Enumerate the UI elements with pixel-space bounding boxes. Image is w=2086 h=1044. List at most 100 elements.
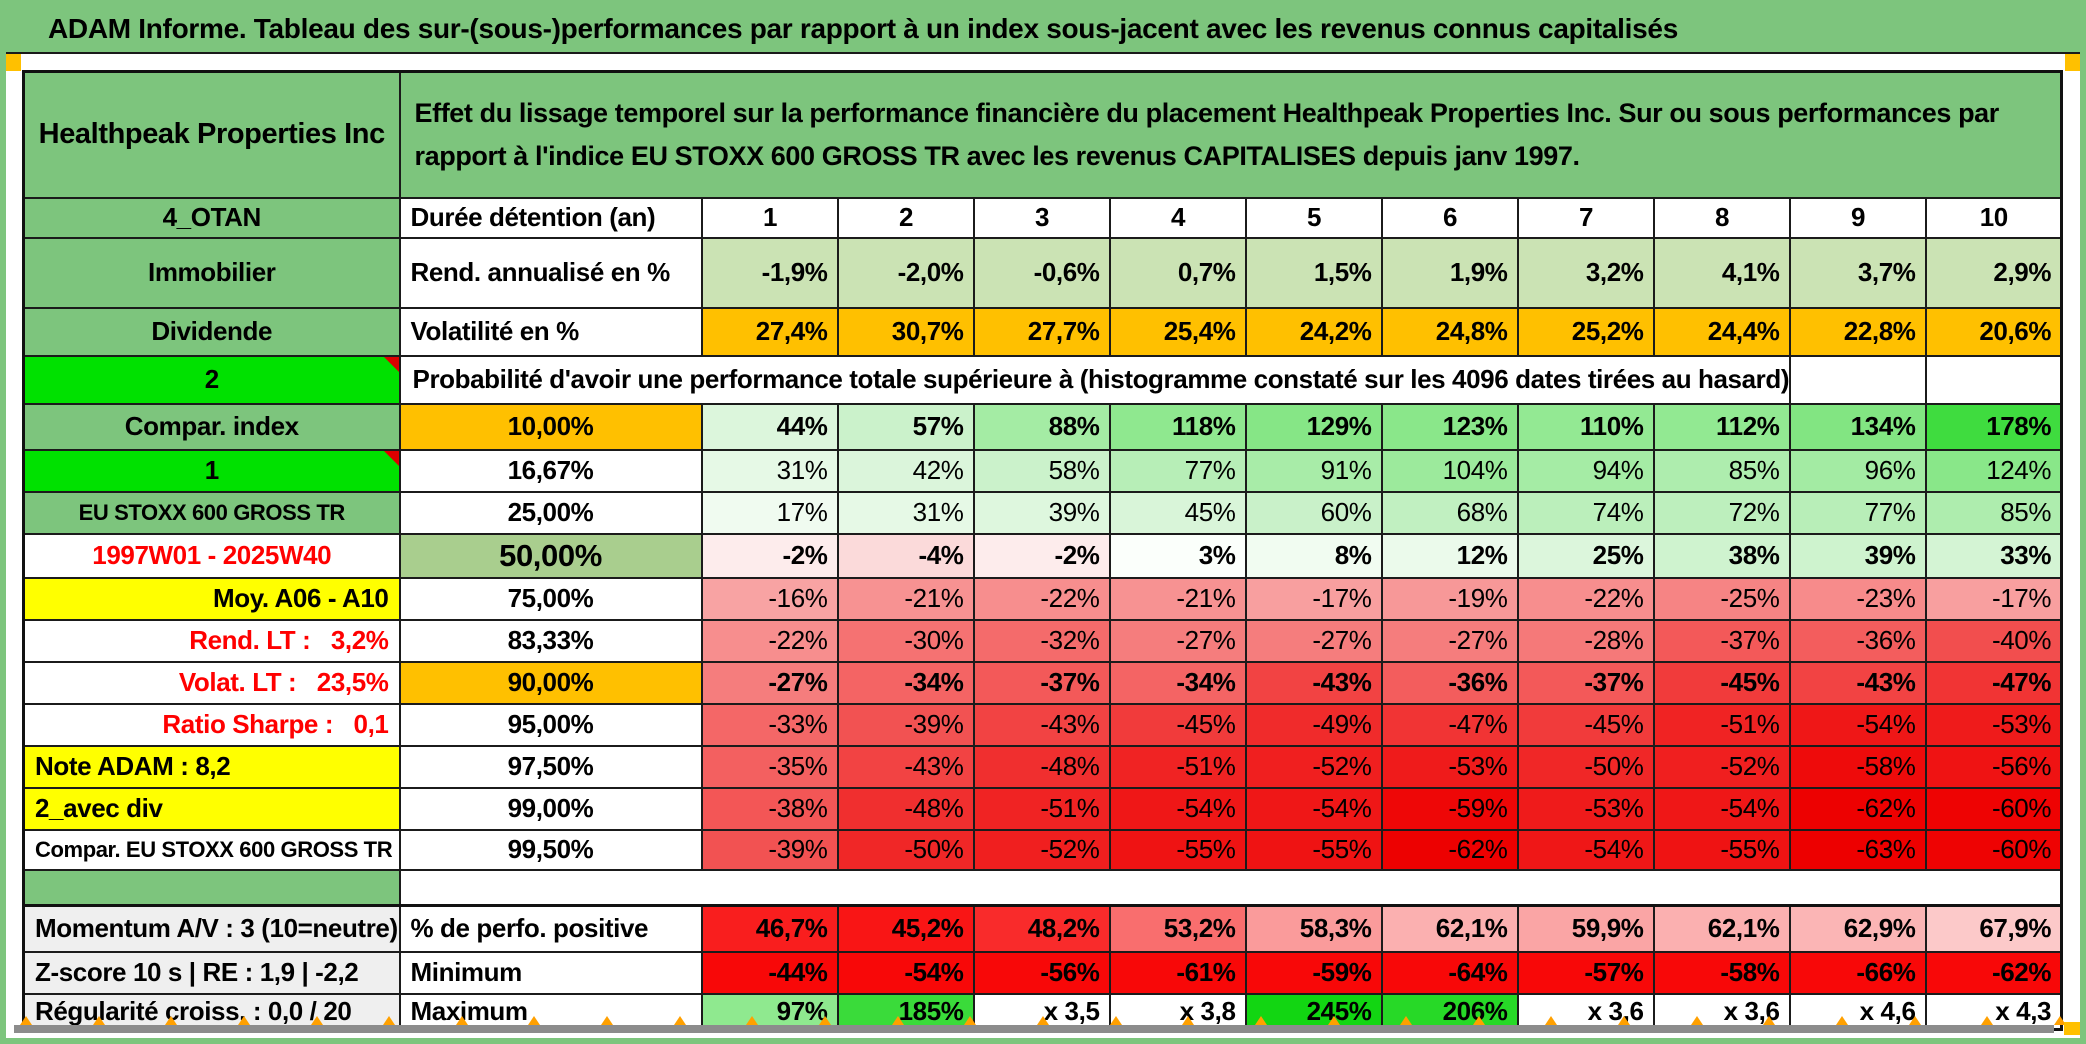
- cell-p975-y5[interactable]: -52%: [1244, 744, 1383, 789]
- cell-annualized-return-y3[interactable]: -0,6%: [972, 236, 1111, 309]
- cell-p8333-y7[interactable]: -28%: [1516, 618, 1655, 663]
- cell-durations-y7[interactable]: 7: [1516, 196, 1655, 239]
- cell-minimum-y3[interactable]: -56%: [972, 950, 1111, 995]
- cell-durations-y8[interactable]: 8: [1652, 196, 1791, 239]
- cell-volatility-y10[interactable]: 20,6%: [1924, 306, 2063, 357]
- cell-annualized-return-y2[interactable]: -2,0%: [836, 236, 975, 309]
- probability-caption-cell[interactable]: Probabilité d'avoir une performance tota…: [398, 354, 1791, 405]
- cell-p10-y6[interactable]: 123%: [1380, 402, 1519, 451]
- cell-p90-y3[interactable]: -37%: [972, 660, 1111, 705]
- cell-durations-y4[interactable]: 4: [1108, 196, 1247, 239]
- cell-p90-y8[interactable]: -45%: [1652, 660, 1791, 705]
- cell-annualized-return-y9[interactable]: 3,7%: [1788, 236, 1927, 309]
- cell-p1667-y9[interactable]: 96%: [1788, 448, 1927, 493]
- cell-annualized-return-y7[interactable]: 3,2%: [1516, 236, 1655, 309]
- company-name-cell[interactable]: Healthpeak Properties Inc: [22, 70, 401, 199]
- cell-p99-y2[interactable]: -48%: [836, 786, 975, 831]
- cell-annualized-return-y6[interactable]: 1,9%: [1380, 236, 1519, 309]
- cell-p1667-y5[interactable]: 91%: [1244, 448, 1383, 493]
- cell-p90-y4[interactable]: -34%: [1108, 660, 1247, 705]
- cell-p99-y9[interactable]: -62%: [1788, 786, 1927, 831]
- cell-minimum-y5[interactable]: -59%: [1244, 950, 1383, 995]
- row-sub-annualized-return[interactable]: Rend. annualisé en %: [398, 236, 703, 309]
- cell-p975-y6[interactable]: -53%: [1380, 744, 1519, 789]
- cell-p95-y8[interactable]: -51%: [1652, 702, 1791, 747]
- cell-p95-y5[interactable]: -49%: [1244, 702, 1383, 747]
- row-label-positive-perf[interactable]: Momentum A/V : 3 (10=neutre): [22, 904, 401, 953]
- cell-p995-y10[interactable]: -60%: [1924, 828, 2063, 871]
- cell-volatility-y7[interactable]: 25,2%: [1516, 306, 1655, 357]
- cell-p50-y4[interactable]: 3%: [1108, 532, 1247, 579]
- row-label-p25[interactable]: EU STOXX 600 GROSS TR: [22, 490, 401, 535]
- cell-positive-perf-y8[interactable]: 62,1%: [1652, 904, 1791, 953]
- cell-p10-y2[interactable]: 57%: [836, 402, 975, 451]
- cell-positive-perf-y6[interactable]: 62,1%: [1380, 904, 1519, 953]
- cell-p95-y6[interactable]: -47%: [1380, 702, 1519, 747]
- cell-positive-perf-y4[interactable]: 53,2%: [1108, 904, 1247, 953]
- cell-p975-y1[interactable]: -35%: [700, 744, 839, 789]
- cell-p75-y8[interactable]: -25%: [1652, 576, 1791, 621]
- row-sub-p95[interactable]: 95,00%: [398, 702, 703, 747]
- row-label-p99[interactable]: 2_avec div: [22, 786, 401, 831]
- row-sub-p975[interactable]: 97,50%: [398, 744, 703, 789]
- cell-p50-y8[interactable]: 38%: [1652, 532, 1791, 579]
- cell-p995-y1[interactable]: -39%: [700, 828, 839, 871]
- cell-p995-y7[interactable]: -54%: [1516, 828, 1655, 871]
- row-label-volatility[interactable]: Dividende: [22, 306, 401, 357]
- cell-p50-y3[interactable]: -2%: [972, 532, 1111, 579]
- cell-p90-y2[interactable]: -34%: [836, 660, 975, 705]
- cell-durations-y6[interactable]: 6: [1380, 196, 1519, 239]
- row-label-p8333[interactable]: Rend. LT : 3,2%: [22, 618, 401, 663]
- cell-p50-y10[interactable]: 33%: [1924, 532, 2063, 579]
- cell-p99-y8[interactable]: -54%: [1652, 786, 1791, 831]
- cell-p75-y5[interactable]: -17%: [1244, 576, 1383, 621]
- cell-p50-y7[interactable]: 25%: [1516, 532, 1655, 579]
- cell-volatility-y8[interactable]: 24,4%: [1652, 306, 1791, 357]
- cell-p75-y9[interactable]: -23%: [1788, 576, 1927, 621]
- row-label-p975[interactable]: Note ADAM : 8,2: [22, 744, 401, 789]
- empty-cell[interactable]: [1924, 354, 2063, 405]
- cell-p1667-y8[interactable]: 85%: [1652, 448, 1791, 493]
- row-label-p75[interactable]: Moy. A06 - A10: [22, 576, 401, 621]
- header-description-cell[interactable]: Effet du lissage temporel sur la perform…: [398, 70, 2063, 199]
- cell-p99-y5[interactable]: -54%: [1244, 786, 1383, 831]
- cell-p995-y9[interactable]: -63%: [1788, 828, 1927, 871]
- cell-annualized-return-y1[interactable]: -1,9%: [700, 236, 839, 309]
- cell-p95-y4[interactable]: -45%: [1108, 702, 1247, 747]
- row-sub-p8333[interactable]: 83,33%: [398, 618, 703, 663]
- row-label-p1667[interactable]: 1: [22, 448, 401, 493]
- cell-p95-y7[interactable]: -45%: [1516, 702, 1655, 747]
- cell-p975-y9[interactable]: -58%: [1788, 744, 1927, 789]
- cell-p1667-y1[interactable]: 31%: [700, 448, 839, 493]
- cell-positive-perf-y9[interactable]: 62,9%: [1788, 904, 1927, 953]
- cell-p10-y5[interactable]: 129%: [1244, 402, 1383, 451]
- cell-minimum-y1[interactable]: -44%: [700, 950, 839, 995]
- row-label-p10[interactable]: Compar. index: [22, 402, 401, 451]
- cell-p95-y10[interactable]: -53%: [1924, 702, 2063, 747]
- cell-p90-y6[interactable]: -36%: [1380, 660, 1519, 705]
- cell-p10-y7[interactable]: 110%: [1516, 402, 1655, 451]
- cell-durations-y10[interactable]: 10: [1924, 196, 2063, 239]
- cell-p95-y1[interactable]: -33%: [700, 702, 839, 747]
- cell-p25-y8[interactable]: 72%: [1652, 490, 1791, 535]
- row-sub-p75[interactable]: 75,00%: [398, 576, 703, 621]
- cell-p10-y3[interactable]: 88%: [972, 402, 1111, 451]
- cell-volatility-y6[interactable]: 24,8%: [1380, 306, 1519, 357]
- cell-p90-y7[interactable]: -37%: [1516, 660, 1655, 705]
- row-sub-minimum[interactable]: Minimum: [398, 950, 703, 995]
- cell-p8333-y10[interactable]: -40%: [1924, 618, 2063, 663]
- row-label-p995[interactable]: Compar. EU STOXX 600 GROSS TR: [22, 828, 401, 871]
- cell-volatility-y9[interactable]: 22,8%: [1788, 306, 1927, 357]
- row-label-annualized-return[interactable]: Immobilier: [22, 236, 401, 309]
- cell-p1667-y7[interactable]: 94%: [1516, 448, 1655, 493]
- cell-p25-y9[interactable]: 77%: [1788, 490, 1927, 535]
- cell-p8333-y1[interactable]: -22%: [700, 618, 839, 663]
- cell-maximum-y4[interactable]: x 3,8: [1108, 992, 1247, 1031]
- cell-p995-y5[interactable]: -55%: [1244, 828, 1383, 871]
- cell-p1667-y10[interactable]: 124%: [1924, 448, 2063, 493]
- cell-p995-y2[interactable]: -50%: [836, 828, 975, 871]
- cell-p995-y3[interactable]: -52%: [972, 828, 1111, 871]
- cell-maximum-y2[interactable]: 185%: [836, 992, 975, 1031]
- cell-p75-y7[interactable]: -22%: [1516, 576, 1655, 621]
- cell-p95-y2[interactable]: -39%: [836, 702, 975, 747]
